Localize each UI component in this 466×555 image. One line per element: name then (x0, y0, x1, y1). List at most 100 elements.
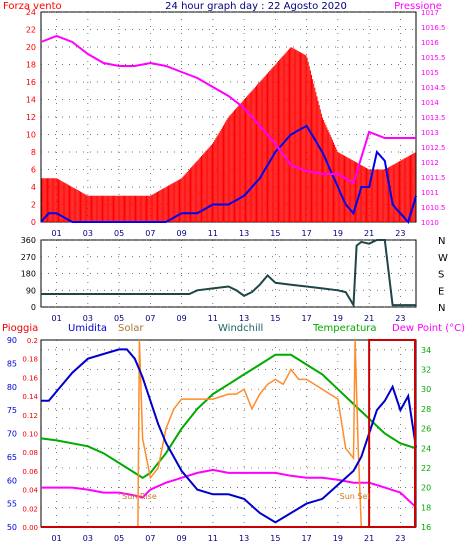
wind-tick-label: 18 (26, 61, 36, 70)
x-tick-label: 01 (52, 314, 62, 323)
temp-tick-label: 32 (421, 366, 431, 375)
x-tick-label: 15 (270, 229, 280, 238)
compass-label: N (438, 236, 445, 247)
rain-tick-label: 0.08 (22, 449, 38, 457)
wind-pressure-series (40, 34, 417, 224)
pressure-tick-label: 1016.5 (421, 24, 446, 32)
pressure-tick-label: 1012 (421, 159, 439, 167)
x-tick-label: 13 (239, 229, 249, 238)
temp-tick-label: 16 (421, 523, 431, 532)
humidity-y-ticks: 50 55 60 65 70 75 80 85 90 (7, 336, 17, 532)
pressure-tick-label: 1013 (421, 129, 439, 137)
x-tick-label: 09 (177, 534, 187, 543)
humidity-tick-label: 60 (7, 476, 17, 485)
compass-label: W (438, 253, 448, 264)
x-tick-label: 03 (83, 534, 93, 543)
dewpoint-line (41, 468, 417, 509)
wind-tick-label: 14 (26, 96, 36, 105)
rain-tick-label: 0.12 (22, 412, 38, 420)
temp-x-ticks: 01 03 05 07 09 11 13 15 17 19 21 23 (52, 534, 406, 543)
rain-tick-label: 0.16 (22, 374, 38, 382)
wind-tick-label: 0 (31, 218, 36, 227)
humidity-tick-label: 75 (7, 406, 17, 415)
x-tick-label: 07 (145, 229, 155, 238)
pressure-tick-label: 1014.5 (421, 84, 446, 92)
dewpoint-label: Dew Point (°C) (392, 323, 465, 334)
pressure-axis-label: Pressione (394, 1, 442, 12)
x-tick-label: 19 (333, 229, 343, 238)
x-tick-label: 05 (114, 229, 124, 238)
wind-gust-line (40, 124, 417, 224)
wind-tick-label: 12 (26, 113, 36, 122)
temp-tick-label: 28 (421, 405, 431, 414)
temp-tick-label: 18 (421, 503, 431, 512)
direction-series (41, 239, 416, 309)
pressure-y-ticks: 1010 1010.5 1011 1011.5 1012 1012.5 1013 1013.5… (421, 9, 446, 227)
x-tick-label: 23 (395, 229, 405, 238)
pressure-tick-label: 1010 (421, 219, 439, 227)
pressure-tick-label: 1010.5 (421, 204, 446, 212)
humidity-tick-label: 55 (7, 500, 17, 509)
x-tick-label: 15 (270, 534, 280, 543)
direction-x-ticks: 01 03 05 07 09 11 13 15 17 19 21 23 (52, 314, 406, 323)
x-tick-label: 21 (364, 534, 374, 543)
solar-label: Solar (118, 323, 144, 334)
highlight-range-box (368, 339, 416, 528)
x-tick-label: 11 (208, 534, 218, 543)
rain-tick-label: 0.18 (22, 356, 38, 364)
humidity-tick-label: 80 (7, 383, 17, 392)
x-tick-label: 17 (302, 229, 312, 238)
pressure-tick-label: 1015.5 (421, 54, 446, 62)
pressure-tick-label: 1014 (421, 99, 439, 107)
x-tick-label: 05 (114, 314, 124, 323)
graph-title: 24 hour graph day : 22 Agosto 2020 (165, 1, 347, 12)
temp-humidity-series (40, 339, 417, 528)
wind-tick-label: 8 (31, 148, 36, 157)
x-tick-label: 11 (208, 229, 218, 238)
x-tick-label: 19 (333, 314, 343, 323)
x-tick-label: 21 (364, 229, 374, 238)
x-tick-label: 17 (302, 314, 312, 323)
humidity-tick-label: 70 (7, 430, 17, 439)
sun-annotations: Sun Rise Sun Set (122, 492, 370, 501)
wind-tick-label: 4 (31, 183, 36, 192)
windchill-label: Windchill (218, 323, 263, 334)
pressure-tick-label: 1015 (421, 69, 439, 77)
pressure-tick-label: 1011 (421, 189, 439, 197)
humidity-line (41, 348, 417, 524)
humidity-tick-label: 50 (7, 523, 17, 532)
temp-tick-label: 20 (421, 484, 431, 493)
x-tick-label: 01 (52, 229, 62, 238)
direction-tick-label: 0 (31, 303, 36, 312)
rain-tick-label: 0.10 (22, 431, 38, 439)
direction-tick-label: 180 (21, 270, 36, 279)
x-tick-label: 19 (333, 534, 343, 543)
x-tick-label: 05 (114, 534, 124, 543)
direction-tick-label: 360 (21, 236, 36, 245)
x-tick-label: 09 (177, 229, 187, 238)
humidity-label: Umidita (68, 323, 107, 334)
wind-direction-line (41, 239, 416, 309)
temp-tick-label: 26 (421, 425, 431, 434)
sun-annotation: Sun Rise (122, 492, 157, 501)
x-tick-label: 21 (364, 314, 374, 323)
direction-tick-label: 270 (21, 253, 36, 262)
temp-tick-label: 30 (421, 385, 431, 394)
pressure-tick-label: 1016 (421, 39, 439, 47)
rain-tick-label: 0.04 (22, 487, 38, 495)
wind-tick-label: 22 (26, 26, 36, 35)
compass-label: E (438, 286, 444, 297)
x-tick-label: 03 (83, 314, 93, 323)
x-tick-label: 01 (52, 534, 62, 543)
x-tick-label: 23 (395, 314, 405, 323)
x-tick-label: 15 (270, 314, 280, 323)
wind-x-ticks: 01 03 05 07 09 11 13 15 17 19 21 23 (52, 229, 406, 238)
sun-annotation: Sun Set (340, 492, 371, 501)
x-tick-label: 11 (208, 314, 218, 323)
x-tick-label: 17 (302, 534, 312, 543)
x-tick-label: 13 (239, 534, 249, 543)
x-tick-label: 07 (145, 314, 155, 323)
